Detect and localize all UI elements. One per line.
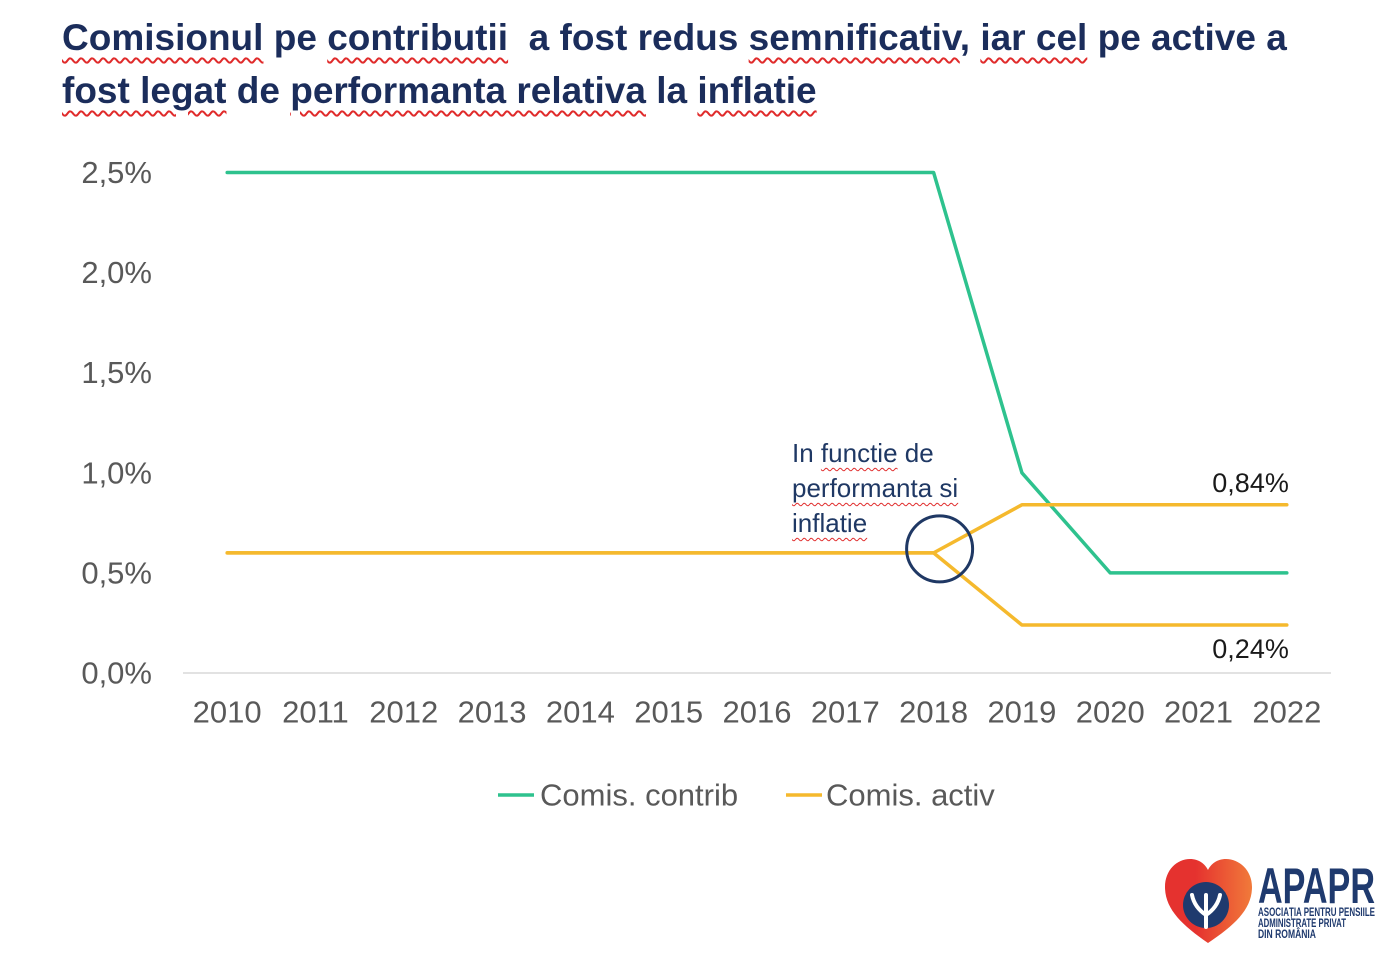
title-flagged-word: performanta relativa (290, 70, 646, 111)
y-tick-label: 1,5% (81, 355, 152, 390)
annotation-flagged-word: performanta si (792, 473, 959, 503)
y-tick-label: 0,0% (81, 656, 152, 691)
apapr-logo: APAPR ASOCIAȚIA PENTRU PENSIILE ADMINIST… (1165, 858, 1375, 943)
x-tick-label: 2022 (1252, 695, 1321, 730)
title-segment: de (226, 70, 291, 111)
annotation-flagged-word: inflatie (792, 508, 868, 538)
y-axis: 0,0% 0,5% 1,0% 1,5% 2,0% 2,5% (81, 155, 152, 691)
title-flagged-word: semnificativ (748, 17, 960, 58)
data-label: 0,84% (1212, 468, 1289, 498)
x-tick-label: 2017 (811, 695, 880, 730)
title-segment: , (959, 17, 981, 58)
x-tick-label: 2015 (634, 695, 703, 730)
title-flagged-word: contributii (327, 17, 509, 58)
y-tick-label: 0,5% (81, 555, 152, 590)
series-line-comis-contrib (225, 170, 1289, 575)
y-tick-label: 1,0% (81, 455, 152, 490)
x-tick-label: 2018 (899, 695, 968, 730)
x-tick-label: 2013 (458, 695, 527, 730)
logo-tagline-line: ASOCIAȚIA PENTRU PENSIILE (1258, 907, 1375, 919)
legend-item-comis-activ: Comis. activ (786, 778, 995, 813)
y-tick-label: 2,0% (81, 255, 152, 290)
logo-tagline-line: ADMINISTRATE PRIVAT (1258, 918, 1346, 930)
x-tick-label: 2021 (1164, 695, 1233, 730)
y-tick-label: 2,5% (81, 155, 152, 190)
title-segment: a fost redus (508, 17, 749, 58)
x-tick-label: 2012 (369, 695, 438, 730)
title-segment: la (645, 70, 698, 111)
title-segment: pe (263, 17, 328, 58)
legend: Comis. contrib Comis. activ (498, 778, 995, 813)
x-tick-label: 2020 (1076, 695, 1145, 730)
title-flagged-word: iar cel (980, 17, 1088, 58)
slide-title: Comisionul pe contributii a fost redus s… (62, 11, 1332, 117)
legend-label: Comis. activ (826, 778, 995, 813)
legend-label: Comis. contrib (540, 778, 738, 813)
annotation-segment (958, 473, 965, 503)
x-tick-label: 2014 (546, 695, 615, 730)
annotation-text: In functie de performanta si inflatie (792, 436, 992, 541)
tree-icon (1190, 893, 1222, 929)
annotation-flagged-word: functie (820, 438, 898, 468)
line-chart: 0,0%0,5%1,0%1,5%2,0%2,5% 2010 2011 2012 201… (81, 155, 1331, 813)
x-tick-label: 2016 (723, 695, 792, 730)
legend-item-comis-contrib: Comis. contrib (498, 778, 738, 813)
logo-wordmark: APAPR (1258, 858, 1375, 914)
title-flagged-word: Comisionul (62, 17, 264, 58)
series-line-comis-activ-high (225, 503, 1289, 555)
title-segment: pe active a (1087, 17, 1298, 58)
x-tick-label: 2019 (987, 695, 1056, 730)
x-tick-label: 2011 (282, 695, 349, 730)
logo-tagline-line: DIN ROMÂNIA (1258, 928, 1316, 941)
x-axis: 2010 2011 2012 2013 2014 2015 2016 2017 2018 2019… (183, 672, 1331, 730)
annotation-segment: de (897, 438, 941, 468)
x-tick-label: 2010 (193, 695, 262, 730)
series-line-comis-activ-low (225, 551, 1289, 627)
annotation-marker (905, 514, 975, 584)
annotation-segment: In (792, 438, 821, 468)
plot-series (225, 170, 1289, 627)
title-flagged-word: fost legat (62, 70, 227, 111)
data-labels: 0,84% 0,24% (1212, 468, 1289, 664)
title-flagged-word: inflatie (697, 70, 817, 111)
data-label: 0,24% (1212, 634, 1289, 664)
annotation-circle (905, 514, 975, 584)
